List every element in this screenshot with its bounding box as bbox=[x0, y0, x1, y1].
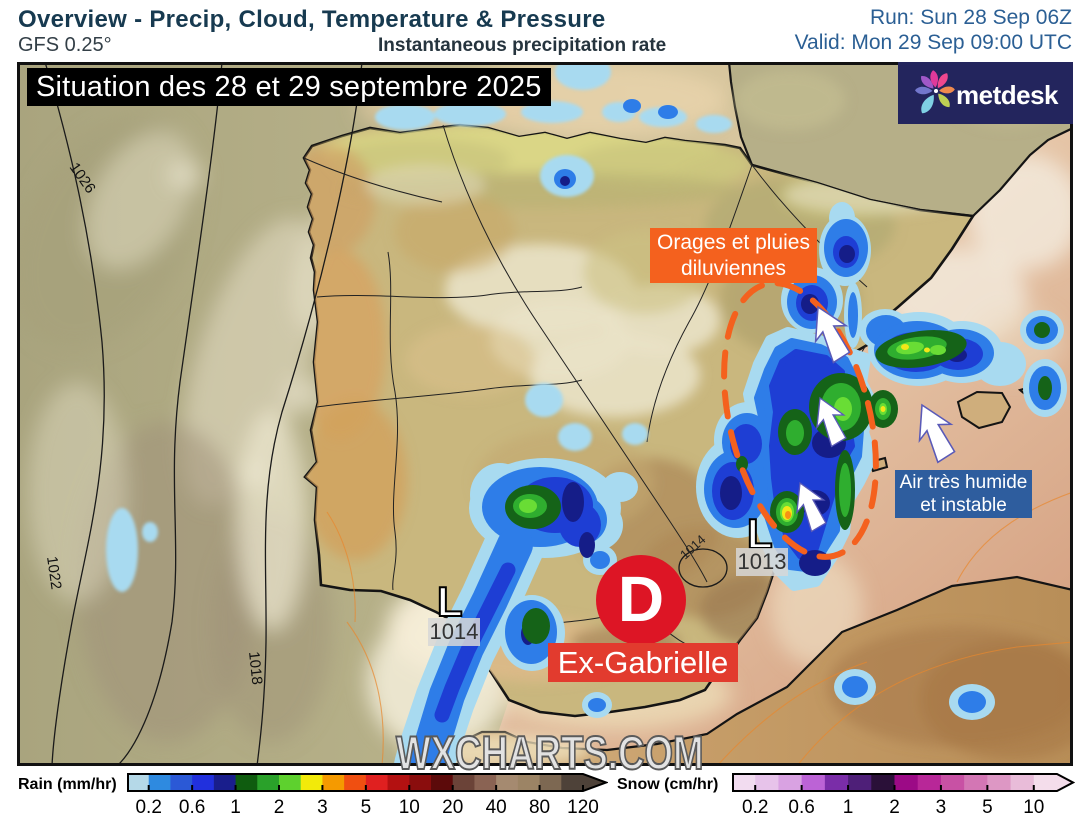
svg-text:120: 120 bbox=[567, 797, 599, 818]
svg-text:1: 1 bbox=[843, 797, 854, 818]
svg-text:0.2: 0.2 bbox=[742, 797, 768, 818]
svg-text:2: 2 bbox=[889, 797, 900, 818]
svg-text:2: 2 bbox=[274, 797, 285, 818]
svg-text:0.2: 0.2 bbox=[135, 797, 161, 818]
svg-text:1022: 1022 bbox=[43, 555, 64, 590]
svg-text:3: 3 bbox=[317, 797, 328, 818]
svg-text:80: 80 bbox=[529, 797, 550, 818]
svg-text:20: 20 bbox=[442, 797, 463, 818]
svg-text:1: 1 bbox=[230, 797, 241, 818]
svg-text:40: 40 bbox=[486, 797, 507, 818]
svg-text:0.6: 0.6 bbox=[788, 797, 814, 818]
svg-text:5: 5 bbox=[982, 797, 993, 818]
svg-text:0.6: 0.6 bbox=[179, 797, 205, 818]
svg-text:10: 10 bbox=[399, 797, 420, 818]
svg-text:1018: 1018 bbox=[245, 651, 265, 686]
svg-text:5: 5 bbox=[361, 797, 372, 818]
svg-text:3: 3 bbox=[936, 797, 947, 818]
svg-text:10: 10 bbox=[1023, 797, 1044, 818]
svg-text:metdesk: metdesk bbox=[956, 80, 1059, 110]
